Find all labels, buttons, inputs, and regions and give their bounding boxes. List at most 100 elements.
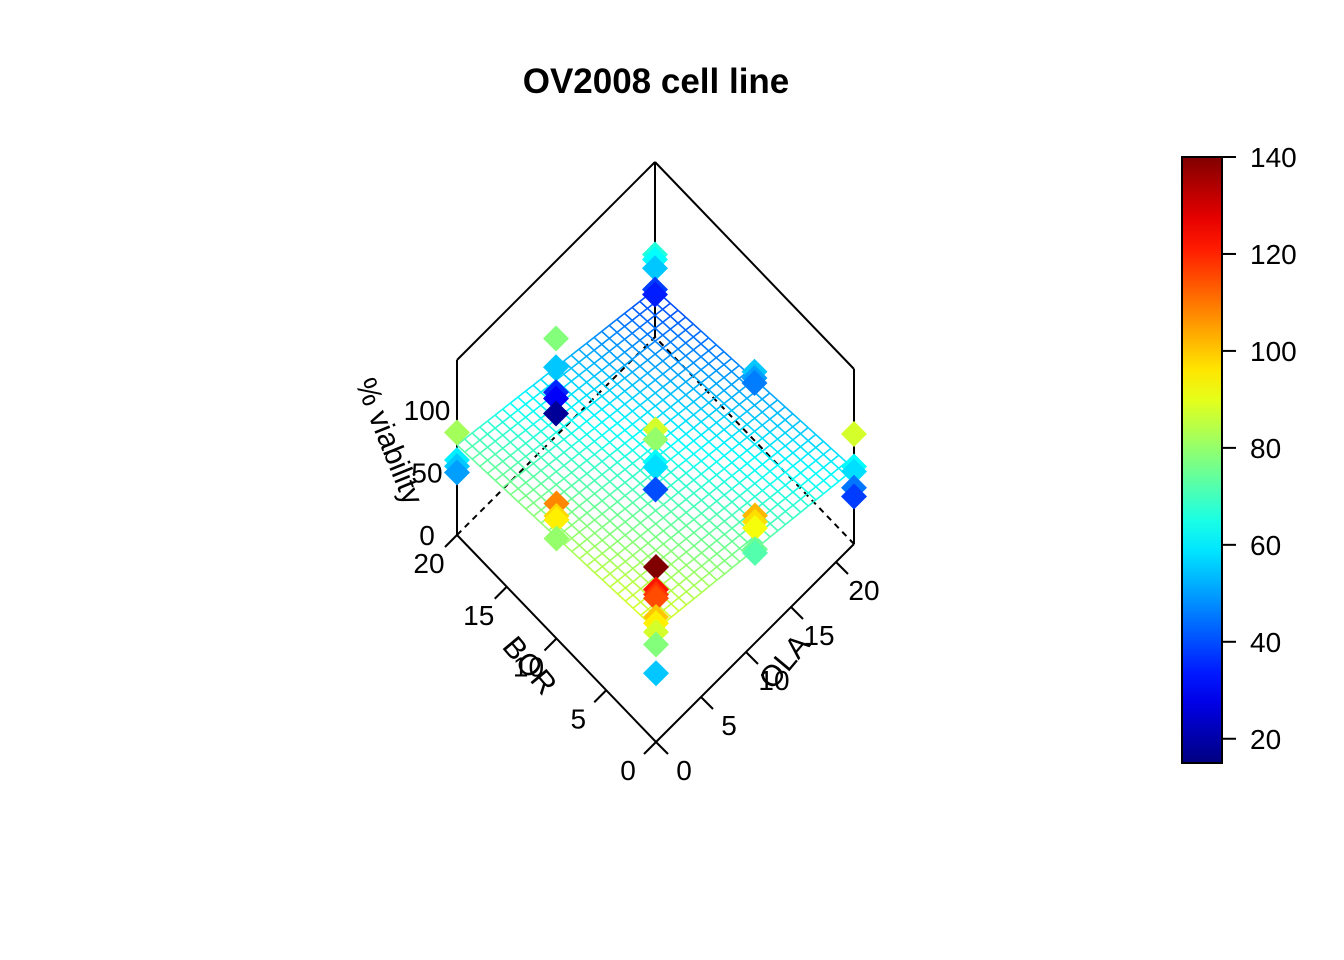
surface-grid-line	[586, 362, 595, 370]
surface-grid-line	[624, 567, 634, 576]
surface-grid-line	[662, 328, 671, 336]
surface-grid-line	[670, 380, 679, 389]
surface-grid-line	[578, 394, 588, 402]
surface-grid-line	[731, 475, 741, 484]
surface-grid-line	[624, 351, 633, 360]
surface-grid-line	[769, 392, 778, 401]
surface-grid-line	[693, 552, 703, 560]
surface-grid-line	[723, 527, 733, 536]
surface-grid-line	[517, 422, 527, 431]
surface-grid-line	[662, 354, 671, 362]
surface-grid-line	[769, 444, 779, 453]
surface-grid-line	[677, 426, 687, 435]
surface-grid-line	[555, 431, 565, 440]
surface-grid-line	[624, 475, 634, 484]
surface-grid-line	[754, 404, 763, 413]
surface-grid-line	[617, 547, 626, 556]
surface-grid-line	[601, 356, 610, 365]
surface-grid-line	[830, 454, 840, 462]
surface-grid-line	[609, 507, 619, 516]
x-axis-tick	[494, 586, 508, 600]
surface-grid-line	[700, 519, 710, 528]
surface-grid-line	[578, 459, 588, 468]
surface-grid-line	[632, 548, 642, 556]
surface-grid-line	[708, 350, 717, 359]
surface-grid-line	[509, 396, 519, 404]
surface-grid-line	[692, 388, 702, 397]
surface-grid-line	[784, 504, 794, 513]
surface-grid-line	[716, 474, 725, 483]
surface-grid-line	[654, 373, 664, 381]
surface-grid-line	[807, 433, 817, 442]
surface-grid-line	[693, 532, 703, 541]
surface-grid-line	[777, 523, 786, 532]
surface-grid-line	[563, 464, 573, 474]
surface-grid-line	[792, 426, 801, 435]
surface-grid-line	[601, 579, 611, 588]
surface-grid-line	[685, 558, 695, 566]
surface-grid-line	[616, 461, 626, 471]
surface-grid-line	[693, 591, 703, 600]
surface-grid-line	[677, 407, 687, 415]
surface-grid-line	[739, 495, 748, 504]
surface-grid-line	[616, 403, 626, 411]
surface-grid-line	[571, 498, 580, 507]
surface-grid-line	[586, 446, 595, 456]
surface-grid-line	[616, 448, 626, 457]
surface-grid-line	[669, 328, 679, 337]
surface-grid-line	[777, 458, 786, 466]
surface-grid-line	[677, 420, 687, 428]
surface-grid-line	[578, 426, 588, 435]
surface-grid-line	[609, 454, 618, 464]
surface-grid-line	[624, 528, 634, 536]
surface-grid-line	[601, 350, 610, 358]
surface-grid-line	[662, 517, 672, 526]
surface-grid-line	[799, 426, 809, 435]
surface-grid-line	[609, 501, 618, 509]
surface-grid-line	[571, 505, 580, 513]
colorbar-tick-label: 100	[1250, 336, 1297, 367]
surface-grid-line	[609, 573, 619, 582]
surface-grid-line	[731, 416, 740, 425]
surface-grid-line	[700, 473, 710, 482]
surface-grid-line	[609, 441, 618, 450]
surface-grid-line	[777, 471, 786, 479]
surface-grid-line	[631, 358, 641, 367]
colorbar-tick-label: 120	[1250, 239, 1297, 270]
surface-grid-line	[617, 508, 626, 516]
surface-grid-line	[631, 436, 641, 445]
surface-grid-line	[761, 405, 771, 413]
surface-grid-line	[685, 329, 694, 338]
surface-grid-line	[509, 402, 519, 411]
surface-grid-line	[601, 507, 611, 515]
surface-grid-line	[677, 504, 687, 514]
surface-grid-line	[754, 469, 763, 479]
surface-grid-line	[670, 497, 680, 507]
surface-grid-line	[639, 469, 649, 479]
surface-grid-line	[624, 515, 634, 523]
surface-grid-line	[746, 430, 756, 439]
surface-grid-line	[769, 418, 779, 427]
surface-grid-line	[601, 395, 611, 404]
surface-grid-line	[815, 433, 824, 442]
surface-grid-line	[769, 464, 779, 472]
surface-grid-line	[830, 467, 840, 476]
surface-grid-line	[685, 525, 695, 534]
surface-grid-line	[654, 399, 664, 407]
surface-grid-line	[731, 449, 740, 458]
surface-grid-line	[723, 546, 733, 556]
surface-grid-line	[700, 525, 710, 535]
surface-grid-line	[823, 486, 832, 495]
surface-grid-line	[663, 609, 672, 618]
surface-grid-line	[601, 520, 611, 528]
surface-grid-line	[784, 406, 794, 415]
surface-grid-line	[777, 445, 786, 453]
surface-grid-line	[685, 407, 695, 416]
surface-grid-line	[540, 476, 550, 485]
surface-grid-line	[601, 415, 611, 423]
surface-grid-line	[548, 450, 557, 460]
surface-grid-line	[700, 421, 710, 430]
surface-grid-line	[578, 420, 588, 428]
surface-grid-line	[624, 508, 634, 517]
surface-grid-line	[586, 394, 595, 403]
